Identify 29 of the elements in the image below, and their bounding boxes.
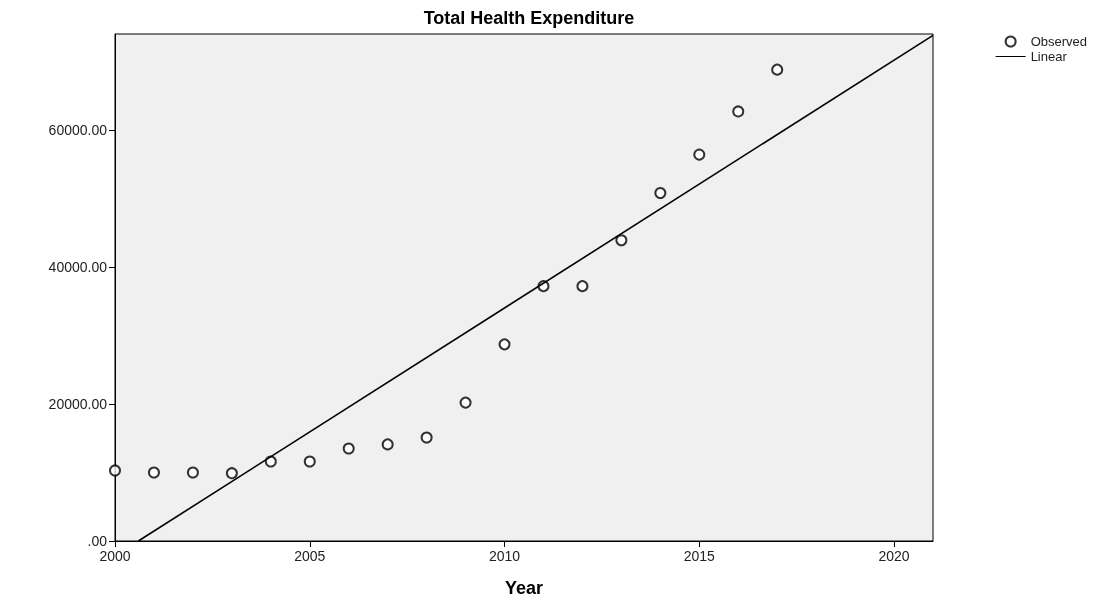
point (303, 455, 316, 468)
point (498, 338, 511, 351)
x-tick-label: 2005 (294, 548, 326, 564)
legend-label: Linear (1030, 49, 1068, 64)
point (420, 431, 433, 444)
point (615, 234, 628, 247)
point (342, 442, 355, 455)
point (732, 105, 745, 118)
y-tick-label: 20000.00 (48, 395, 108, 412)
x-tick-label: 2000 (99, 548, 131, 564)
y-tick-label: .00 (87, 533, 108, 549)
point (225, 467, 238, 480)
point (186, 466, 199, 479)
point (771, 63, 784, 76)
y-tick-label: 40000.00 (48, 258, 108, 275)
point (693, 148, 706, 161)
point (381, 438, 394, 451)
point (654, 186, 667, 199)
x-tick-label: 2010 (488, 548, 521, 564)
point (459, 396, 472, 409)
x-tick-label: 2020 (878, 548, 910, 564)
chart-title: Total Health Expenditure (423, 8, 635, 28)
x-axis-title: Year (504, 578, 544, 598)
point (147, 466, 160, 479)
y-tick-label: 60000.00 (48, 121, 108, 138)
legend-label: Observed (1030, 34, 1088, 49)
point (109, 464, 121, 477)
point (576, 280, 589, 293)
x-tick-label: 2015 (683, 548, 716, 564)
